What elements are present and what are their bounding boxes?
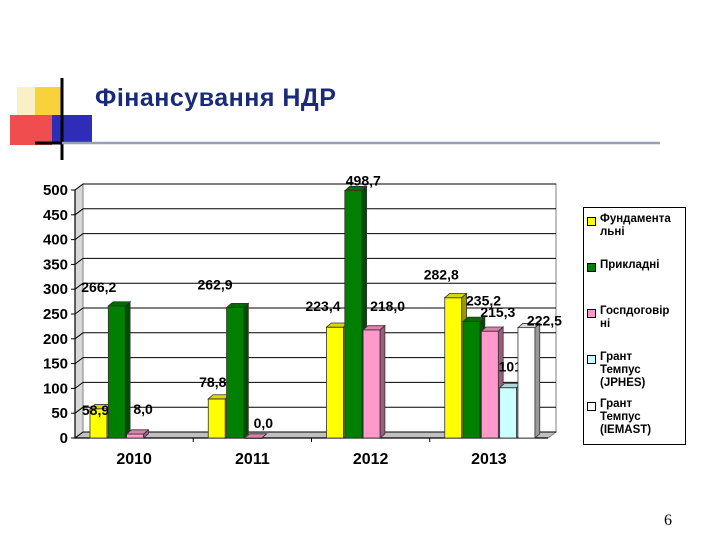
- x-category-label: 2011: [235, 451, 270, 468]
- bar-side-1-1: [243, 302, 249, 439]
- legend-label: Госпдоговір ні: [600, 305, 670, 330]
- legend-label: Фундамента льні: [600, 213, 671, 238]
- bar-side-0-1: [124, 300, 131, 439]
- gridline-side: [74, 282, 84, 290]
- legend-swatch: [587, 217, 596, 226]
- gridline-side: [74, 431, 84, 439]
- y-tick-label: 250: [43, 306, 68, 323]
- bar-2-0: [326, 326, 344, 439]
- y-tick-label: 300: [43, 281, 68, 298]
- data-label: 8,0: [133, 401, 153, 417]
- bar-3-3: [499, 387, 518, 439]
- data-label: 222,5: [527, 313, 562, 329]
- deco-yellow-square: [35, 87, 62, 115]
- data-label: 266,2: [81, 279, 116, 295]
- bar-1-0: [207, 398, 226, 439]
- deco-blue-square: [52, 115, 92, 143]
- bar-1-1: [226, 307, 244, 439]
- bar-side-3-4: [534, 322, 541, 439]
- x-category-label: 2010: [116, 451, 152, 468]
- gridline-side: [74, 357, 84, 365]
- deco-red-square: [10, 115, 52, 145]
- gridline-side: [74, 307, 84, 315]
- y-tick-label: 0: [60, 430, 68, 447]
- data-label: 0,0: [254, 415, 274, 431]
- legend-swatch: [587, 402, 596, 411]
- y-tick-label: 100: [43, 380, 68, 397]
- y-tick-label: 50: [51, 405, 68, 422]
- legend-label: Грант Темпус (IEMAST): [600, 398, 652, 436]
- gridline-side: [74, 183, 84, 191]
- data-label: 223,4: [305, 298, 340, 314]
- bar-3-4: [517, 327, 536, 439]
- y-tick-label: 400: [43, 232, 68, 249]
- gridline-side: [74, 332, 84, 340]
- data-label: 498,7: [346, 173, 381, 189]
- data-label: 262,9: [198, 277, 233, 293]
- legend-swatch: [587, 355, 596, 364]
- bar-side-0-2: [143, 428, 149, 439]
- chart-legend: Фундамента льні Прикладні Госпдоговір ні Гр…: [583, 207, 686, 445]
- y-tick-label: 450: [43, 207, 68, 224]
- bar-side-1-2: [261, 433, 267, 439]
- legend-swatch: [587, 263, 596, 272]
- bar-3-1: [462, 320, 481, 439]
- y-tick-label: 500: [43, 182, 68, 199]
- y-tick-label: 350: [43, 256, 68, 273]
- bar-2-2: [362, 329, 381, 439]
- bar-2-1: [344, 190, 363, 439]
- slide-title: Фінансування НДР: [95, 84, 337, 112]
- x-category-label: 2013: [471, 451, 507, 468]
- data-label: 58,9: [82, 402, 109, 418]
- x-category-label: 2012: [353, 451, 389, 468]
- deco-soft-square: [17, 87, 35, 115]
- data-label: 215,3: [480, 304, 515, 320]
- data-label: 235,2: [466, 292, 501, 308]
- page-number: 6: [664, 512, 672, 529]
- bar-0-1: [107, 305, 126, 439]
- legend-label: Грант Темпус (JPHES): [600, 351, 646, 389]
- gridline-side: [74, 208, 84, 216]
- bar-3-0: [444, 297, 463, 439]
- y-tick-label: 150: [43, 356, 68, 373]
- gridline-side: [74, 233, 84, 241]
- data-label: 218,0: [370, 298, 405, 314]
- bar-0-2: [126, 433, 144, 439]
- legend-swatch: [587, 309, 596, 318]
- y-tick-label: 200: [43, 331, 68, 348]
- bar-side-2-2: [379, 324, 386, 439]
- data-label: 282,8: [424, 267, 459, 283]
- bar-3-2: [480, 330, 499, 439]
- data-label: 78,8: [199, 374, 226, 390]
- legend-label: Прикладні: [600, 259, 660, 271]
- gridline-side: [74, 257, 84, 265]
- gridline-side: [74, 406, 84, 414]
- title-decoration: [10, 78, 660, 160]
- gridline-side: [74, 381, 84, 389]
